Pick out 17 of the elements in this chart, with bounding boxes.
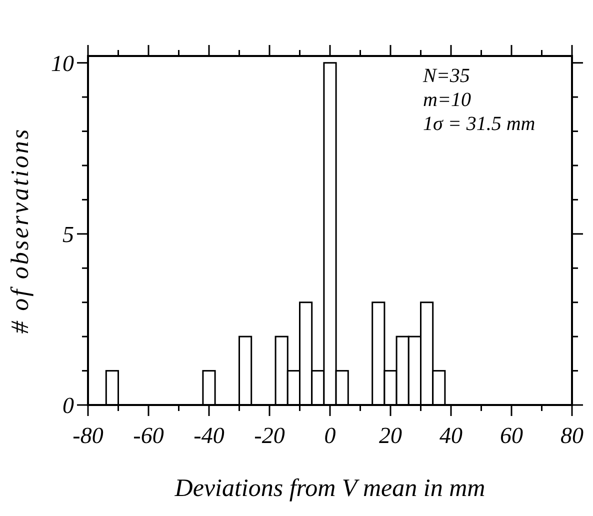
x-tick-label: 40 xyxy=(440,423,463,448)
x-tick-label: -20 xyxy=(254,423,286,448)
x-axis-title: Deviations from V mean in mm xyxy=(174,475,486,502)
x-tick-label: 0 xyxy=(324,423,336,448)
y-tick-label: 0 xyxy=(62,393,74,418)
x-tick-label: -60 xyxy=(133,423,164,448)
annotation: 1σ = 31.5 mm xyxy=(423,113,536,135)
x-tick-label: 20 xyxy=(379,423,402,448)
x-tick-label: 80 xyxy=(560,423,584,448)
x-tick-label: 60 xyxy=(500,423,524,448)
x-tick-label: -40 xyxy=(194,423,225,448)
y-axis-title: # of observations xyxy=(7,127,34,334)
y-tick-label: 10 xyxy=(51,50,74,76)
x-tick-label: -80 xyxy=(72,423,104,448)
y-tick-label: 5 xyxy=(62,222,74,247)
annotation: m=10 xyxy=(423,89,471,111)
annotation: N=35 xyxy=(422,65,470,87)
